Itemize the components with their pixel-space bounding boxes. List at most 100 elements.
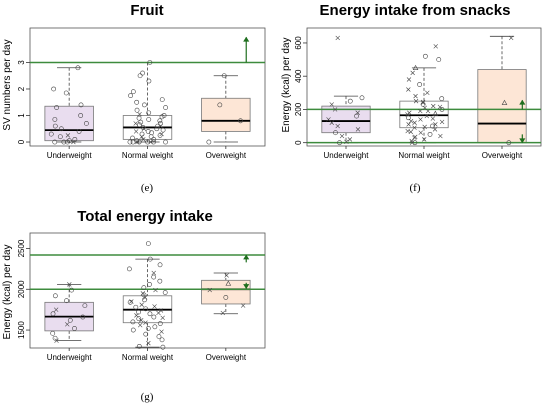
data-point-circle — [50, 311, 56, 317]
data-point-circle — [238, 118, 243, 124]
data-point-circle — [157, 132, 163, 138]
data-point-triangle — [225, 280, 232, 286]
data-point-cross — [355, 127, 361, 132]
data-point-cross — [67, 282, 72, 287]
panel-label-g: (g) — [141, 391, 154, 403]
data-point-cross — [439, 119, 445, 125]
data-point-circle — [57, 134, 63, 140]
data-point-cross — [207, 287, 212, 293]
data-point-cross — [335, 123, 340, 129]
data-point-circle — [137, 73, 143, 79]
data-point-circle — [130, 139, 136, 145]
x-category-label: Normal weight — [398, 151, 450, 160]
data-point-circle — [82, 303, 88, 308]
data-point-circle — [134, 107, 140, 113]
data-point-cross — [160, 315, 165, 321]
data-point-cross — [65, 322, 70, 327]
data-point-cross — [344, 139, 349, 145]
box-body — [201, 279, 251, 305]
data-point-circle — [52, 139, 58, 145]
data-point-circle — [133, 304, 139, 310]
data-point-cross — [220, 310, 226, 316]
trend-arrow-head — [243, 254, 250, 260]
data-point-triangle — [432, 110, 439, 116]
data-point-cross — [329, 120, 334, 125]
data-point-circle — [337, 140, 342, 146]
data-point-cross — [410, 70, 415, 76]
y-tick-label: 600 — [294, 36, 303, 50]
data-point-circle — [52, 293, 58, 299]
data-point-circle — [130, 319, 136, 325]
data-point-circle — [506, 140, 512, 146]
data-point-circle — [154, 126, 160, 132]
data-point-cross — [224, 273, 229, 278]
x-category-label: Overweight — [482, 151, 523, 160]
data-point-circle — [406, 115, 411, 121]
data-point-circle — [160, 344, 166, 350]
data-point-cross — [405, 128, 410, 134]
data-point-circle — [54, 105, 60, 110]
data-point-circle — [141, 285, 147, 291]
data-point-circle — [48, 131, 54, 137]
data-point-circle — [50, 330, 56, 336]
data-point-circle — [156, 334, 162, 339]
data-point-cross — [139, 134, 144, 139]
data-point-circle — [78, 113, 84, 118]
data-point-circle — [151, 314, 157, 320]
box-body — [44, 105, 94, 142]
data-point-cross — [240, 303, 246, 308]
x-category-label: Overweight — [206, 353, 247, 362]
data-point-circle — [145, 129, 151, 134]
data-point-circle — [63, 90, 69, 96]
data-point-circle — [354, 113, 359, 119]
data-point-circle — [142, 297, 147, 303]
data-point-cross — [339, 133, 345, 139]
data-point-circle — [155, 123, 161, 129]
data-point-circle — [151, 274, 157, 280]
data-point-cross — [413, 93, 418, 99]
data-point-circle — [67, 317, 73, 323]
trend-arrow-head — [243, 36, 250, 42]
data-point-cross — [54, 338, 59, 343]
y-axis-label: Energy (kcal) per day — [281, 37, 292, 132]
data-point-circle — [206, 139, 212, 145]
y-tick-label: 1 — [17, 113, 26, 118]
data-point-circle — [151, 136, 157, 142]
data-point-cross — [329, 102, 334, 107]
y-tick-label: 400 — [294, 69, 303, 83]
data-point-circle — [159, 97, 165, 102]
data-point-circle — [359, 95, 365, 101]
data-point-cross — [408, 118, 414, 124]
data-point-cross — [137, 111, 142, 117]
x-category-label: Normal weight — [122, 353, 174, 362]
data-point-cross — [418, 130, 423, 135]
y-tick-label: 2000 — [17, 280, 26, 298]
data-point-cross — [420, 100, 426, 106]
data-point-circle — [427, 131, 433, 137]
data-point-circle — [136, 115, 142, 121]
data-point-circle — [422, 53, 428, 59]
data-point-circle — [78, 102, 84, 108]
box-body — [201, 97, 251, 132]
data-point-cross — [413, 98, 419, 104]
data-point-cross — [425, 108, 431, 114]
data-point-cross — [153, 287, 158, 293]
data-point-cross — [143, 320, 148, 325]
y-tick-label: 1500 — [17, 321, 26, 339]
data-point-circle — [159, 114, 165, 120]
data-point-circle — [72, 136, 78, 142]
chart-title: Total energy intake — [77, 208, 213, 225]
data-point-cross — [422, 124, 427, 130]
data-point-cross — [138, 318, 144, 323]
data-point-cross — [133, 129, 139, 134]
data-point-cross — [438, 133, 443, 139]
x-category-label: Overweight — [206, 151, 247, 160]
data-point-cross — [418, 117, 423, 122]
data-point-circle — [148, 134, 154, 140]
data-point-circle — [417, 82, 423, 87]
data-point-cross — [425, 90, 430, 96]
data-point-circle — [84, 121, 89, 126]
data-point-circle — [412, 140, 418, 146]
data-point-cross — [152, 304, 157, 309]
chart-title: Fruit — [130, 2, 163, 19]
